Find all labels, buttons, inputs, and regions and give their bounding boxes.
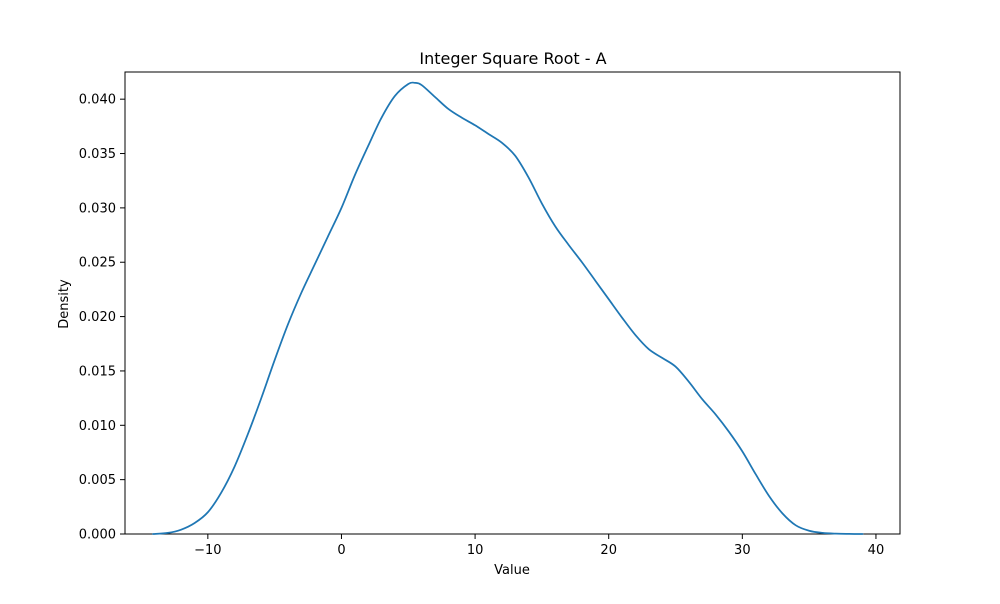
y-tick-label: 0.030: [79, 201, 116, 216]
y-axis-ticks: 0.000 0.005 0.010 0.015 0.020 0.025 0.030 0.035…: [79, 93, 125, 543]
y-tick-label: 0.035: [79, 147, 116, 162]
x-tick-label: −10: [194, 543, 221, 558]
plot-area-frame: [124, 71, 901, 535]
y-tick-label: 0.000: [79, 528, 116, 543]
y-tick-label: 0.015: [79, 364, 116, 379]
x-tick-label: 0: [337, 543, 345, 558]
y-tick-label: 0.040: [79, 93, 116, 108]
x-tick-label: 30: [734, 543, 751, 558]
y-tick-label: 0.020: [79, 310, 116, 325]
x-axis-label: Value: [494, 563, 530, 578]
x-tick-label: 40: [868, 543, 885, 558]
y-tick-label: 0.010: [79, 419, 116, 434]
x-tick-label: 20: [600, 543, 617, 558]
chart-title: Integer Square Root - A: [419, 49, 606, 68]
y-axis-label: Density: [57, 279, 72, 329]
x-tick-label: 10: [467, 543, 484, 558]
y-tick-label: 0.025: [79, 256, 116, 271]
y-tick-label: 0.005: [79, 473, 116, 488]
density-curve: [152, 81, 864, 535]
x-axis-ticks: −10 0 10 20 30 40: [194, 534, 884, 558]
